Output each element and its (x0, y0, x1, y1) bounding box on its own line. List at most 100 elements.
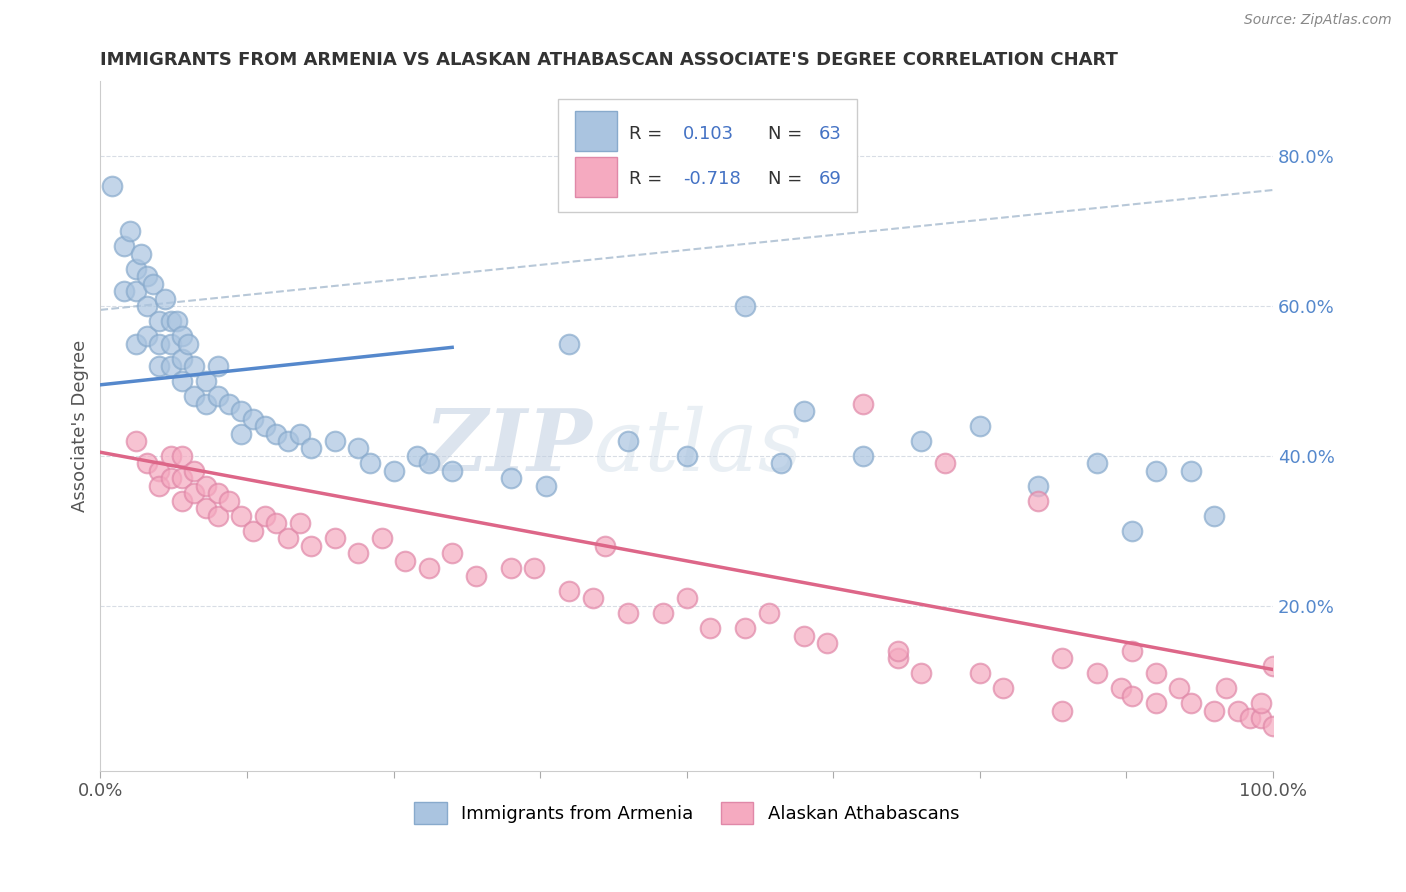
Point (558, 583, 581, 598)
Point (887, 651, 910, 665)
Point (852, 396, 875, 410)
Point (464, 569, 486, 583)
Text: -0.718: -0.718 (683, 170, 741, 188)
Point (159, 449, 181, 463)
Point (136, 299, 159, 313)
Point (207, 486, 229, 500)
Point (371, 532, 394, 546)
Point (194, 479, 217, 493)
Point (699, 621, 721, 635)
Text: 63: 63 (820, 125, 842, 143)
Point (852, 449, 875, 463)
Point (264, 516, 287, 531)
Point (1204, 508, 1226, 523)
Point (1121, 644, 1143, 658)
Point (934, 457, 956, 471)
Point (1239, 711, 1261, 725)
Point (301, 442, 323, 456)
Point (1250, 696, 1272, 710)
FancyBboxPatch shape (575, 111, 617, 152)
Point (288, 426, 311, 441)
Point (675, 591, 697, 606)
Point (593, 539, 616, 553)
Point (218, 396, 240, 410)
Point (194, 374, 217, 388)
Point (1085, 666, 1108, 681)
Point (582, 591, 605, 606)
Text: ZIP: ZIP (425, 405, 593, 489)
Point (229, 426, 252, 441)
Text: R =: R = (630, 170, 668, 188)
Point (172, 329, 194, 343)
Text: Source: ZipAtlas.com: Source: ZipAtlas.com (1244, 13, 1392, 28)
Point (172, 449, 194, 463)
Point (172, 351, 194, 366)
Point (136, 329, 159, 343)
Point (675, 449, 697, 463)
Point (172, 374, 194, 388)
Point (112, 239, 135, 253)
Point (242, 411, 264, 425)
Point (142, 277, 165, 291)
Point (207, 508, 229, 523)
Point (1085, 457, 1108, 471)
Text: R =: R = (630, 125, 668, 143)
Text: N =: N = (768, 170, 807, 188)
Point (499, 471, 522, 485)
Point (347, 546, 370, 560)
Point (910, 666, 932, 681)
Point (1121, 524, 1143, 538)
Point (887, 644, 910, 658)
Point (277, 434, 299, 448)
Point (159, 336, 181, 351)
Point (1050, 704, 1073, 718)
Point (166, 314, 188, 328)
Point (148, 359, 170, 373)
Point (1168, 681, 1191, 696)
Point (253, 419, 276, 434)
Point (207, 359, 229, 373)
Point (1180, 696, 1202, 710)
Point (183, 486, 205, 500)
Point (1144, 696, 1167, 710)
Point (183, 389, 205, 403)
Point (394, 554, 416, 568)
Point (172, 471, 194, 485)
Point (148, 314, 170, 328)
Point (153, 292, 176, 306)
Text: N =: N = (768, 125, 807, 143)
Point (617, 607, 640, 621)
Point (406, 449, 429, 463)
Point (769, 457, 792, 471)
Point (118, 224, 141, 238)
Text: 69: 69 (820, 170, 842, 188)
Point (136, 457, 159, 471)
Point (301, 539, 323, 553)
Point (652, 607, 675, 621)
Point (148, 336, 170, 351)
Point (124, 261, 146, 276)
Point (1144, 464, 1167, 478)
Point (1250, 711, 1272, 725)
Point (112, 284, 135, 298)
Point (499, 561, 522, 575)
Point (734, 299, 756, 313)
Point (969, 419, 991, 434)
Point (101, 179, 124, 194)
Point (347, 442, 370, 456)
Point (183, 464, 205, 478)
Point (229, 508, 252, 523)
Point (264, 426, 287, 441)
Point (418, 457, 440, 471)
Point (207, 389, 229, 403)
Point (1261, 719, 1284, 733)
Point (1215, 681, 1237, 696)
Point (218, 494, 240, 508)
Point (229, 404, 252, 418)
Point (183, 359, 205, 373)
Point (523, 561, 546, 575)
Point (418, 561, 440, 575)
Point (1144, 666, 1167, 681)
Y-axis label: Associate's Degree: Associate's Degree (72, 340, 89, 512)
Point (288, 516, 311, 531)
